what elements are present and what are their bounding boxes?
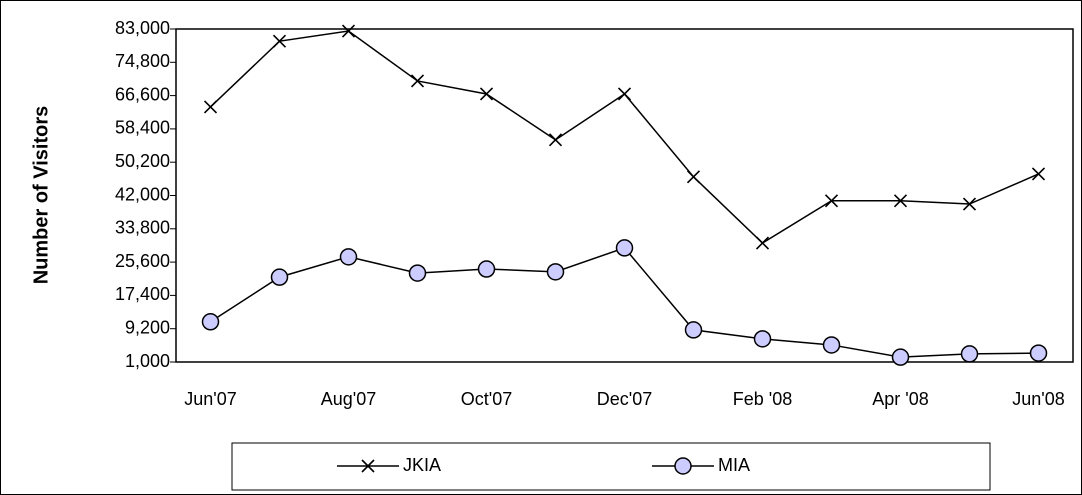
y-tick-label: 66,600 — [115, 84, 170, 104]
data-point — [755, 236, 770, 250]
data-point — [891, 348, 910, 366]
x-tick-label: Oct'07 — [461, 389, 512, 409]
legend-label: MIA — [718, 455, 750, 475]
data-point — [339, 248, 358, 266]
x-tick-label: Jun'08 — [1012, 389, 1064, 409]
data-point — [962, 197, 977, 211]
data-point — [822, 336, 841, 354]
data-point — [617, 87, 632, 101]
y-tick-label: 74,800 — [115, 51, 170, 71]
plot-area — [175, 28, 1074, 363]
data-point — [272, 34, 287, 48]
x-tick-label: Aug'07 — [321, 389, 377, 409]
data-point — [824, 194, 839, 208]
data-point — [753, 330, 772, 348]
x-tick-label: Jun'07 — [184, 389, 236, 409]
legend-marker — [674, 457, 692, 475]
data-point — [203, 100, 218, 114]
y-tick-label: 25,600 — [115, 251, 170, 271]
y-tick-label: 33,800 — [115, 218, 170, 238]
x-tick-label: Dec'07 — [597, 389, 652, 409]
data-point — [1029, 344, 1048, 362]
y-tick-label: 42,000 — [115, 184, 170, 204]
y-tick-label: 1,000 — [125, 351, 170, 371]
y-tick-label: 9,200 — [125, 317, 170, 337]
data-point — [893, 194, 908, 208]
y-tick-label: 58,400 — [115, 118, 170, 138]
x-tick-label: Apr '08 — [872, 389, 928, 409]
data-point — [1031, 167, 1046, 181]
data-point — [960, 345, 979, 363]
legend-marker — [361, 459, 375, 473]
data-point — [477, 260, 496, 278]
data-point — [341, 24, 356, 38]
data-point — [615, 239, 634, 257]
data-point — [684, 321, 703, 339]
data-point — [410, 74, 425, 88]
data-point — [479, 87, 494, 101]
x-tick-label: Feb '08 — [733, 389, 792, 409]
y-tick-label: 17,400 — [115, 284, 170, 304]
data-point — [548, 133, 563, 147]
data-point — [686, 170, 701, 184]
data-point — [546, 263, 565, 281]
y-tick-label: 83,000 — [115, 18, 170, 38]
legend-label: JKIA — [403, 455, 441, 475]
data-point — [201, 313, 220, 331]
y-axis-title: Number of Visitors — [30, 106, 52, 285]
y-tick-label: 50,200 — [115, 151, 170, 171]
data-point — [270, 268, 289, 286]
data-point — [408, 264, 427, 282]
